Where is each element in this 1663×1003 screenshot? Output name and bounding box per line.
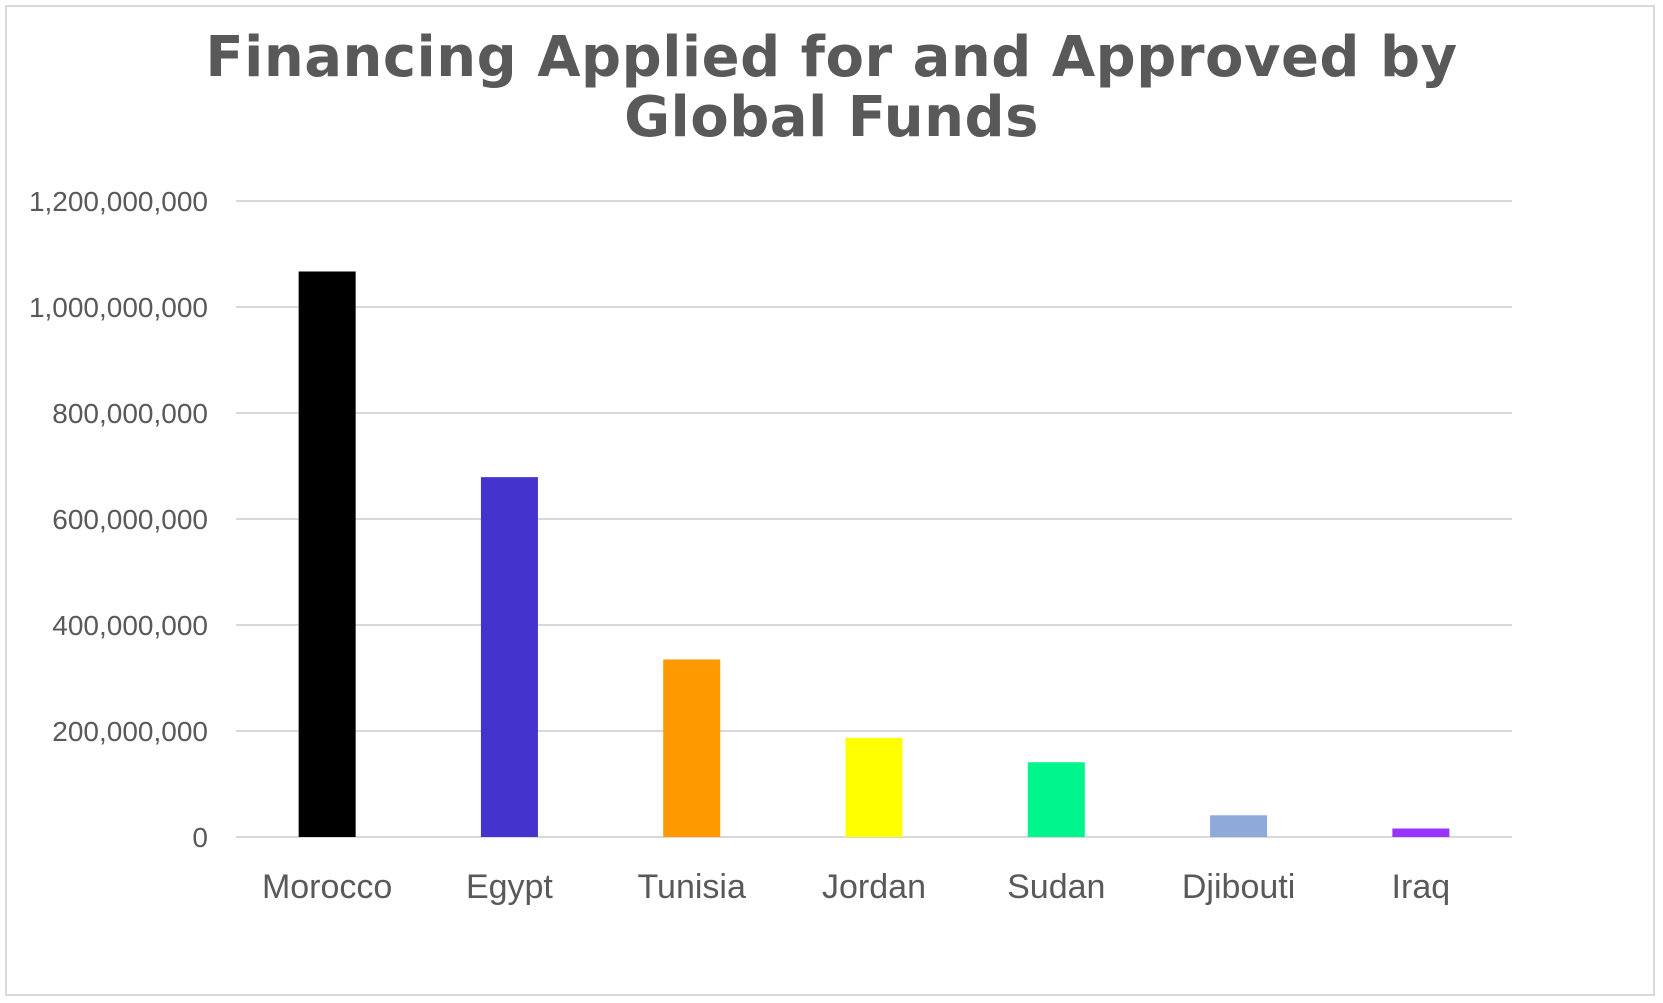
x-tick-label: Egypt — [466, 868, 553, 906]
gridlines — [236, 200, 1512, 838]
bar-tunisia — [663, 659, 721, 837]
x-tick-label: Jordan — [822, 868, 926, 906]
x-axis-tick-labels: Morocco Egypt Tunisia Jordan Sudan Djibouti Ir… — [262, 868, 1450, 906]
x-tick-label: Iraq — [1392, 868, 1451, 906]
bar-sudan — [1027, 762, 1085, 837]
y-tick-label: 1,200,000,000 — [29, 186, 208, 217]
x-tick-label: Djibouti — [1182, 868, 1295, 906]
bar-egypt — [480, 477, 538, 837]
y-axis-tick-labels: 0 200,000,000 400,000,000 600,000,000 800,00… — [29, 186, 208, 853]
bars — [298, 271, 1450, 837]
y-tick-label: 600,000,000 — [52, 504, 208, 535]
x-tick-label: Sudan — [1007, 868, 1105, 906]
bar-morocco — [298, 271, 356, 837]
bar-iraq — [1392, 828, 1450, 837]
x-tick-label: Tunisia — [638, 868, 746, 906]
chart-title-line-2: Global Funds — [624, 85, 1039, 150]
bar-djibouti — [1210, 815, 1268, 837]
bar-jordan — [845, 737, 903, 837]
y-tick-label: 1,000,000,000 — [29, 292, 208, 323]
chart-title: Financing Applied for and Approved by Gl… — [0, 28, 1663, 148]
chart-frame — [5, 5, 1655, 996]
x-tick-label: Morocco — [262, 868, 392, 906]
y-tick-label: 400,000,000 — [52, 610, 208, 641]
chart-title-line-1: Financing Applied for and Approved by — [205, 25, 1458, 90]
y-tick-label: 200,000,000 — [52, 716, 208, 747]
y-tick-label: 0 — [192, 822, 208, 853]
y-tick-label: 800,000,000 — [52, 398, 208, 429]
